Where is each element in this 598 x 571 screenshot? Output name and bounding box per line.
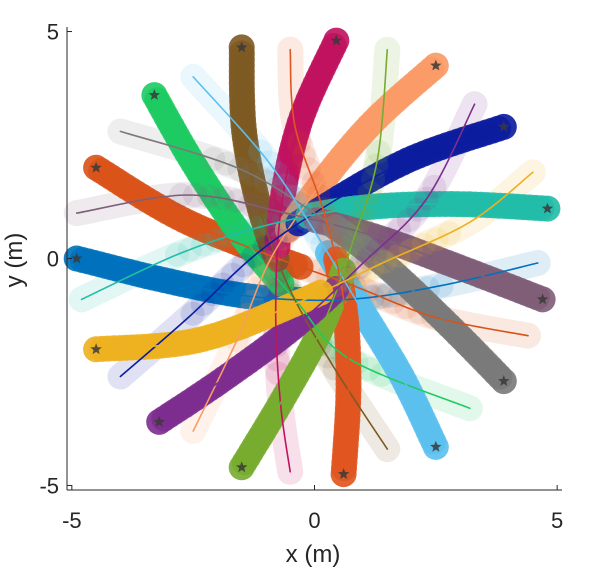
series-13-line bbox=[158, 103, 476, 423]
x-tick-label-2: 5 bbox=[551, 508, 563, 533]
series-7-star-marker bbox=[541, 202, 554, 214]
series-3-star-marker bbox=[236, 41, 248, 53]
series-8-line bbox=[75, 194, 544, 301]
series-12-star-marker bbox=[236, 461, 248, 473]
series-11-line bbox=[289, 48, 350, 475]
x-tick-label-1: 0 bbox=[308, 508, 320, 533]
series-11-star-marker bbox=[337, 468, 350, 479]
y-tick-label-1: 0 bbox=[47, 247, 59, 272]
trajectory-lines bbox=[75, 39, 549, 475]
series-10-star-marker bbox=[430, 440, 442, 452]
series-9-line bbox=[119, 130, 505, 382]
series-8-star-marker bbox=[536, 293, 549, 305]
y-tick-label-2: 5 bbox=[47, 20, 59, 45]
axis-ticks: -5 0 5 -5 0 5 bbox=[39, 20, 563, 533]
series-0-star-marker bbox=[71, 252, 83, 264]
y-axis-label: y (m) bbox=[1, 233, 28, 288]
series-5-line bbox=[192, 64, 437, 432]
series-6-star-marker bbox=[498, 120, 510, 132]
x-tick-label-0: -5 bbox=[62, 508, 82, 533]
x-axis-label: x (m) bbox=[286, 541, 341, 568]
series-10-line bbox=[192, 76, 437, 448]
series-12-line bbox=[240, 48, 389, 469]
series-1-line bbox=[95, 166, 529, 337]
y-tick-label-0: -5 bbox=[39, 473, 59, 498]
series-6-line bbox=[119, 126, 505, 378]
series-13-star-marker bbox=[153, 415, 165, 427]
goal-markers bbox=[71, 34, 554, 479]
series-5-star-marker bbox=[430, 59, 442, 71]
series-14-line bbox=[95, 171, 534, 351]
series-9-star-marker bbox=[498, 375, 510, 386]
series-14-star-marker bbox=[90, 343, 102, 355]
series-2-star-marker bbox=[148, 89, 161, 100]
series-1-star-marker bbox=[90, 161, 102, 173]
series-4-star-marker bbox=[330, 34, 342, 46]
